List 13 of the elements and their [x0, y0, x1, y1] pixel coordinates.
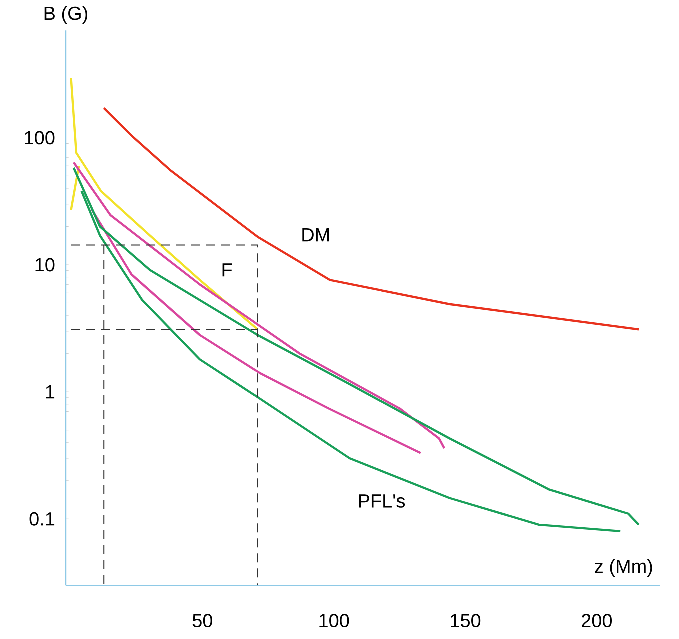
y-tick-label: 1	[46, 386, 55, 399]
x-tick-label: 100	[320, 614, 350, 628]
series-label: DM	[302, 228, 330, 242]
y-axis-title: B (G)	[44, 6, 88, 24]
series-label: F	[222, 264, 232, 277]
y-tick-label: 0.1	[30, 512, 55, 526]
x-axis-title: z (Mm)	[595, 560, 652, 578]
x-tick-label: 50	[192, 614, 212, 628]
x-tick-label: 150	[451, 614, 481, 628]
series-label: PFL's	[359, 494, 406, 508]
y-tick-label: 10	[36, 258, 55, 272]
y-tick-label: 100	[25, 131, 55, 145]
x-tick-label: 200	[582, 614, 612, 628]
